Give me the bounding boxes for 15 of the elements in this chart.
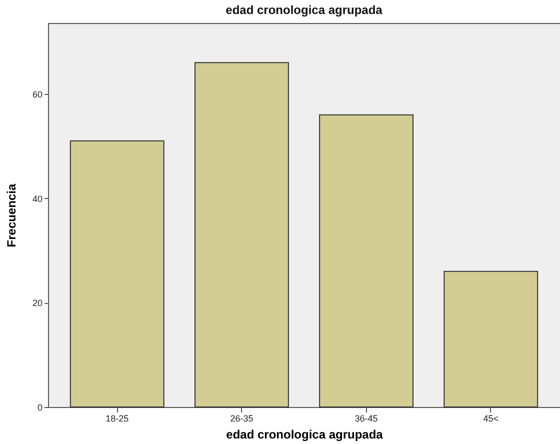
- y-tick-label: 40: [32, 194, 42, 204]
- y-axis-title: Frecuencia: [4, 184, 18, 248]
- x-axis-title: edad cronologica agrupada: [226, 428, 384, 442]
- x-tick-label: 18-25: [106, 414, 129, 424]
- y-tick-label: 20: [32, 298, 42, 308]
- x-tick-label: 26-35: [230, 414, 254, 424]
- x-tick-label: 36-45: [354, 414, 378, 424]
- bar: [70, 140, 164, 408]
- chart-title: edad cronologica agrupada: [226, 3, 383, 17]
- y-tick-label: 0: [37, 402, 42, 412]
- bar: [319, 114, 414, 408]
- y-tick-label: 60: [32, 89, 42, 100]
- x-tick-label: 45<: [483, 414, 498, 424]
- bar: [444, 270, 538, 408]
- bar: [194, 62, 289, 408]
